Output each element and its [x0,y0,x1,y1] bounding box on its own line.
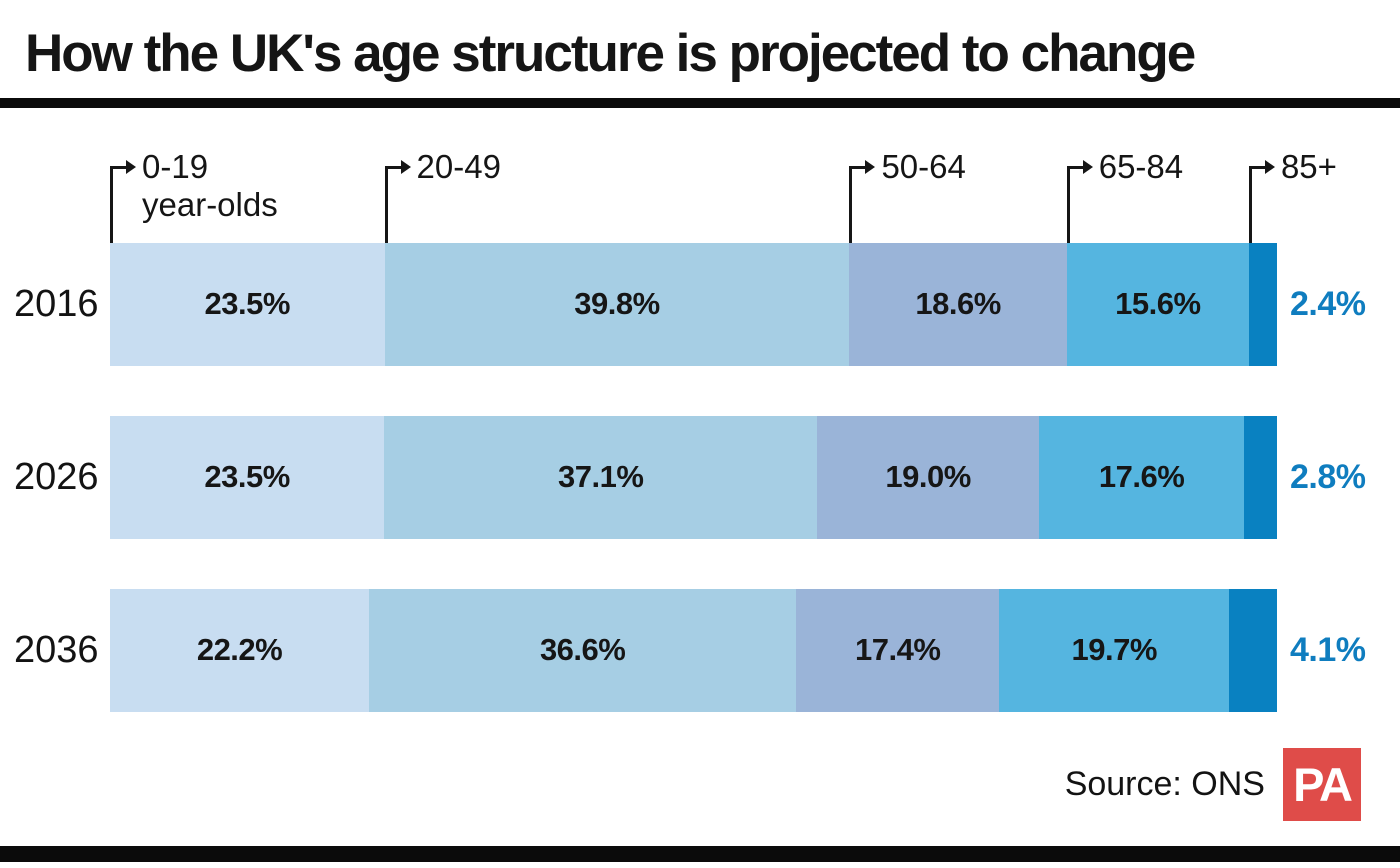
bracket-line [849,165,853,243]
bar-segment-0-19: 22.2% [110,588,370,712]
bar-segment-85plus [1229,588,1278,712]
bar-segment-85plus [1244,415,1277,539]
segment-value-label: 17.4% [855,632,941,668]
title-rule [0,97,1400,108]
arrow-right-icon [865,159,876,174]
segment-value-label: 36.6% [539,632,626,668]
segment-value-label: 15.6% [1115,286,1201,322]
year-label-2016: 2016 [14,282,99,325]
outside-value-label-85plus: 2.4% [1290,284,1366,323]
segment-value-label: 19.0% [885,459,971,495]
page-title: How the UK's age structure is projected … [25,24,1196,83]
arrow-right-icon [1082,159,1093,174]
bar-segment-65-84: 17.6% [1038,415,1245,539]
bracket-line [1066,165,1070,243]
stacked-bar-2016: 23.5% 39.8% 18.6% 15.6% [110,242,1277,366]
bottom-bar [0,846,1400,862]
category-label-text: 85+ [1281,148,1337,186]
category-label-text: 20-49 [417,148,501,186]
arrow-right-icon [126,159,136,174]
category-label-line2: year-olds [142,185,278,223]
segment-value-label: 18.6% [915,286,1001,322]
category-label-text: 50-64 [881,148,965,186]
outside-value-label-85plus: 2.8% [1290,457,1366,496]
year-label-2026: 2026 [14,455,99,498]
source-label: Source: ONS [1064,764,1265,803]
bar-segment-65-84: 15.6% [1066,242,1249,366]
category-label-text: 0-19 year-olds [142,148,278,224]
stacked-bar-2036: 22.2% 36.6% 17.4% 19.7% [110,588,1278,712]
bar-segment-0-19: 23.5% [110,242,385,366]
age-structure-chart: 0-19 year-olds 20-49 50-64 [0,108,1400,712]
bar-segment-20-49: 37.1% [384,415,818,539]
arrow-right-icon [1264,159,1275,174]
segment-value-label: 39.8% [574,286,660,322]
bracket-line [110,165,113,243]
bar-rows: 2016 23.5% 39.8% 18.6% 15.6% 2.4% 2026 2… [0,242,1400,712]
bar-segment-85plus [1248,242,1277,366]
category-label-line1: 65-84 [1098,147,1184,185]
bar-segment-0-19: 23.5% [110,415,385,539]
bar-row-2036: 2036 22.2% 36.6% 17.4% 19.7% 4.1% [0,588,1400,712]
category-label-line1: 0-19 [142,147,209,185]
year-label-2036: 2036 [14,628,99,671]
stacked-bar-2026: 23.5% 37.1% 19.0% 17.6% [110,415,1277,539]
bracket-line [384,165,388,243]
bracket-line [1248,165,1252,243]
bracket-arm [849,165,867,169]
bar-segment-65-84: 19.7% [999,588,1230,712]
bar-segment-20-49: 39.8% [384,242,850,366]
bracket-arm [384,165,402,169]
segment-value-label: 37.1% [558,459,644,495]
category-label-line1: 50-64 [881,147,966,185]
bar-row-2016: 2016 23.5% 39.8% 18.6% 15.6% 2.4% [0,242,1400,366]
segment-value-label: 23.5% [204,286,291,322]
bracket-arm [1248,165,1266,169]
footer: Source: ONS PA [0,747,1400,821]
category-label-line1: 20-49 [416,147,501,185]
segment-value-label: 17.6% [1098,459,1185,495]
outside-value-label-85plus: 4.1% [1290,630,1366,669]
segment-value-label: 23.5% [204,459,290,495]
bracket-arm [110,165,127,169]
category-header: 0-19 year-olds 20-49 50-64 [110,108,1337,243]
bar-segment-20-49: 36.6% [369,588,797,712]
segment-value-label: 19.7% [1071,632,1158,668]
bracket-arm [1066,165,1084,169]
bar-row-2026: 2026 23.5% 37.1% 19.0% 17.6% 2.8% [0,415,1400,539]
category-label-text: 65-84 [1099,148,1183,186]
category-label-line1: 85+ [1280,147,1337,185]
bar-segment-50-64: 19.0% [817,415,1039,539]
bar-segment-50-64: 18.6% [849,242,1067,366]
arrow-right-icon [400,159,411,174]
pa-logo: PA [1283,747,1361,821]
segment-value-label: 22.2% [196,632,283,668]
bar-segment-50-64: 17.4% [796,588,1000,712]
